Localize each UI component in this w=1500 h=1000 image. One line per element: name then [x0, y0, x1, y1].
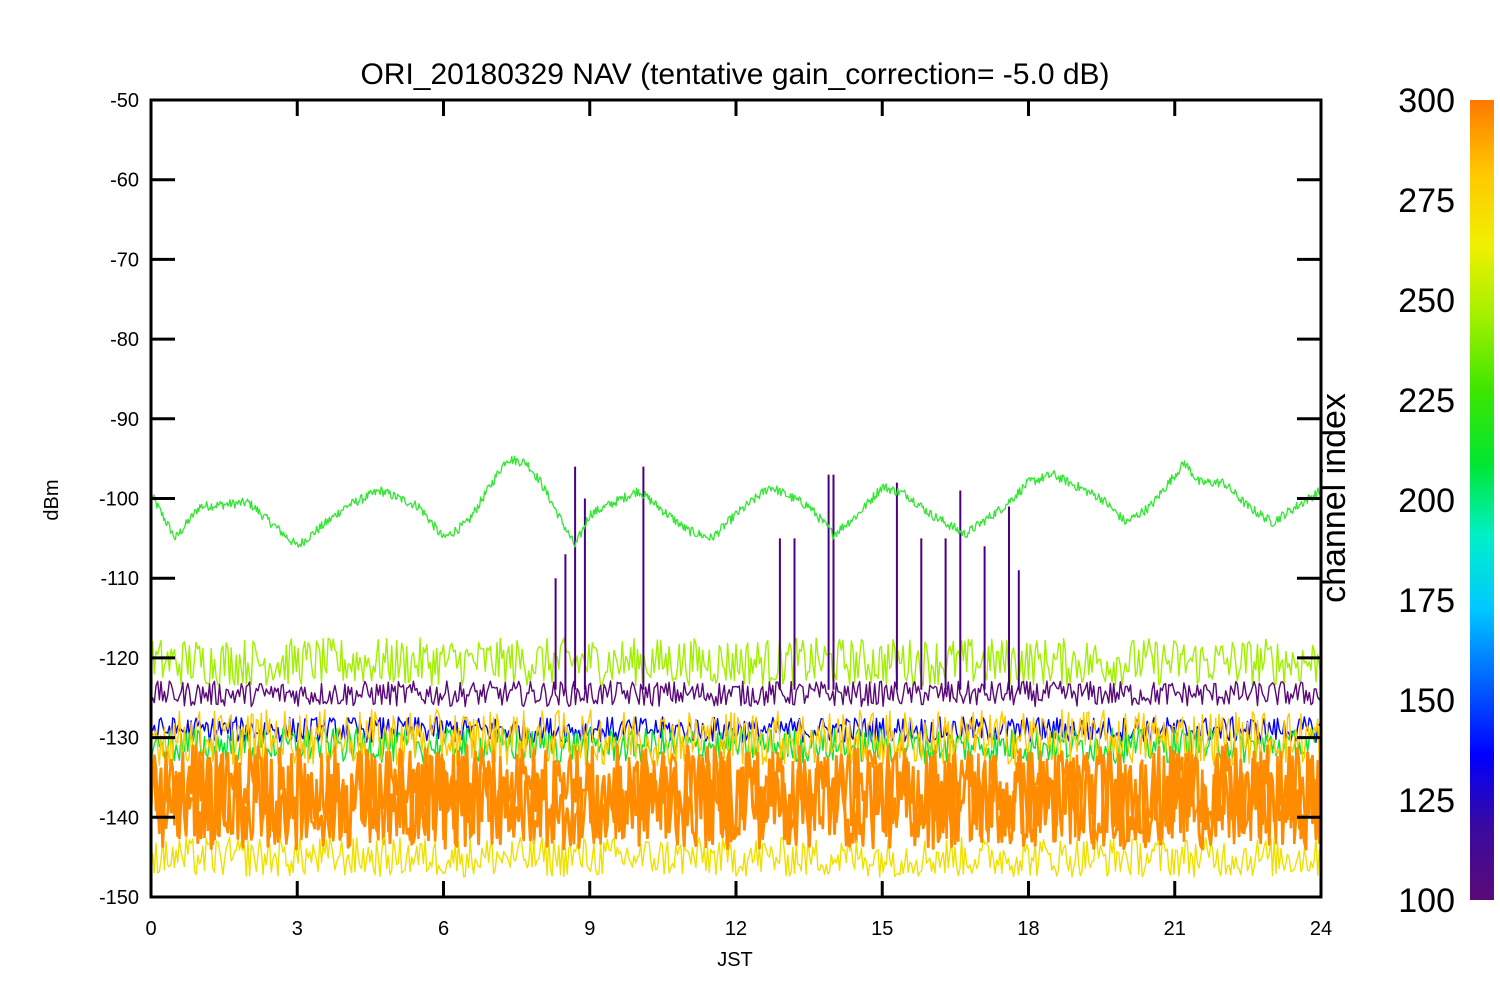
x-tick-label: 12 — [725, 918, 747, 940]
colorbar-tick-label: 275 — [1398, 182, 1455, 220]
y-tick-label: -110 — [100, 568, 139, 590]
colorbar — [1470, 100, 1494, 900]
colorbar-tick-label: 150 — [1398, 682, 1455, 720]
x-tick-label: 15 — [871, 918, 893, 940]
series-line-3 — [151, 680, 1321, 708]
interference-spikes — [554, 466, 1020, 690]
colorbar-tick-label: 250 — [1398, 282, 1455, 320]
y-tick-label: -120 — [99, 648, 139, 670]
y-tick-label: -150 — [99, 887, 139, 909]
axis-ticks — [149, 98, 1323, 899]
plot-area — [151, 455, 1321, 878]
series-line-2 — [151, 637, 1321, 687]
y-tick-label: -140 — [99, 807, 139, 829]
series-line-7 — [151, 744, 1321, 851]
noise-bands — [151, 637, 1321, 878]
y-tick-label: -130 — [99, 728, 139, 750]
x-tick-label: 3 — [292, 918, 303, 940]
y-tick-labels: -50 -60 -70 -80 -90 -100 -110 -120 -130 -140 -150 — [99, 90, 139, 909]
colorbar-tick-labels: 300 275 250 225 200 175 150 125 100 — [1398, 82, 1455, 920]
colorbar-tick-label: 200 — [1398, 482, 1455, 520]
y-tick-label: -70 — [110, 249, 139, 271]
x-tick-label: 24 — [1310, 918, 1332, 940]
x-tick-label: 6 — [438, 918, 449, 940]
series-line-6 — [151, 709, 1321, 767]
x-tick-label: 21 — [1164, 918, 1186, 940]
colorbar-label: channel index — [1315, 393, 1353, 603]
x-tick-labels: 0 3 6 9 12 15 18 21 24 — [145, 918, 1332, 940]
series-lines — [151, 455, 1321, 548]
x-tick-label: 18 — [1017, 918, 1039, 940]
x-tick-label: 0 — [145, 918, 156, 940]
y-tick-label: -80 — [110, 329, 139, 351]
y-tick-label: -50 — [110, 90, 139, 112]
colorbar-tick-label: 175 — [1398, 582, 1455, 620]
y-tick-label: -90 — [110, 409, 139, 431]
series-line-1 — [151, 455, 1321, 548]
colorbar-tick-label: 125 — [1398, 782, 1455, 820]
y-axis-label: dBm — [41, 479, 63, 520]
colorbar-tick-label: 300 — [1398, 82, 1455, 120]
series-line-8 — [151, 836, 1321, 878]
y-tick-label: -100 — [99, 489, 139, 511]
chart-title: ORI_20180329 NAV (tentative gain_correct… — [360, 58, 1109, 91]
y-tick-label: -60 — [110, 170, 139, 192]
colorbar-tick-label: 100 — [1398, 882, 1455, 920]
colorbar-tick-label: 225 — [1398, 382, 1455, 420]
x-axis-label: JST — [717, 949, 753, 971]
x-tick-label: 9 — [584, 918, 595, 940]
